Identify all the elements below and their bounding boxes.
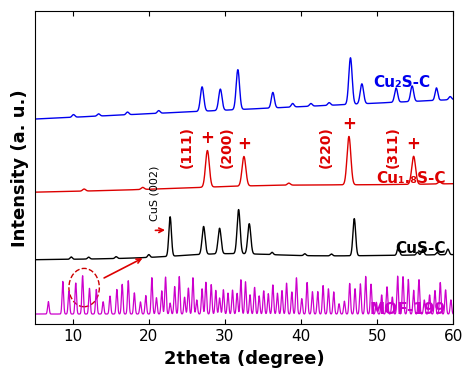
Text: (200): (200) xyxy=(219,126,233,168)
Text: +: + xyxy=(237,135,251,153)
Text: (111): (111) xyxy=(180,126,194,168)
Text: +: + xyxy=(342,115,356,133)
Text: MOF-199: MOF-199 xyxy=(369,302,446,317)
Text: (311): (311) xyxy=(385,126,399,168)
Text: +: + xyxy=(407,135,420,153)
X-axis label: 2theta (degree): 2theta (degree) xyxy=(164,350,324,368)
Text: CuS (002): CuS (002) xyxy=(150,166,160,221)
Text: Cu₂S-C: Cu₂S-C xyxy=(373,75,430,90)
Y-axis label: Intensity (a. u.): Intensity (a. u.) xyxy=(11,89,29,247)
Text: CuS-C: CuS-C xyxy=(395,241,446,255)
Text: Cu₁.₈S-C: Cu₁.₈S-C xyxy=(376,171,446,186)
Text: +: + xyxy=(201,129,214,147)
Text: (220): (220) xyxy=(319,126,332,168)
